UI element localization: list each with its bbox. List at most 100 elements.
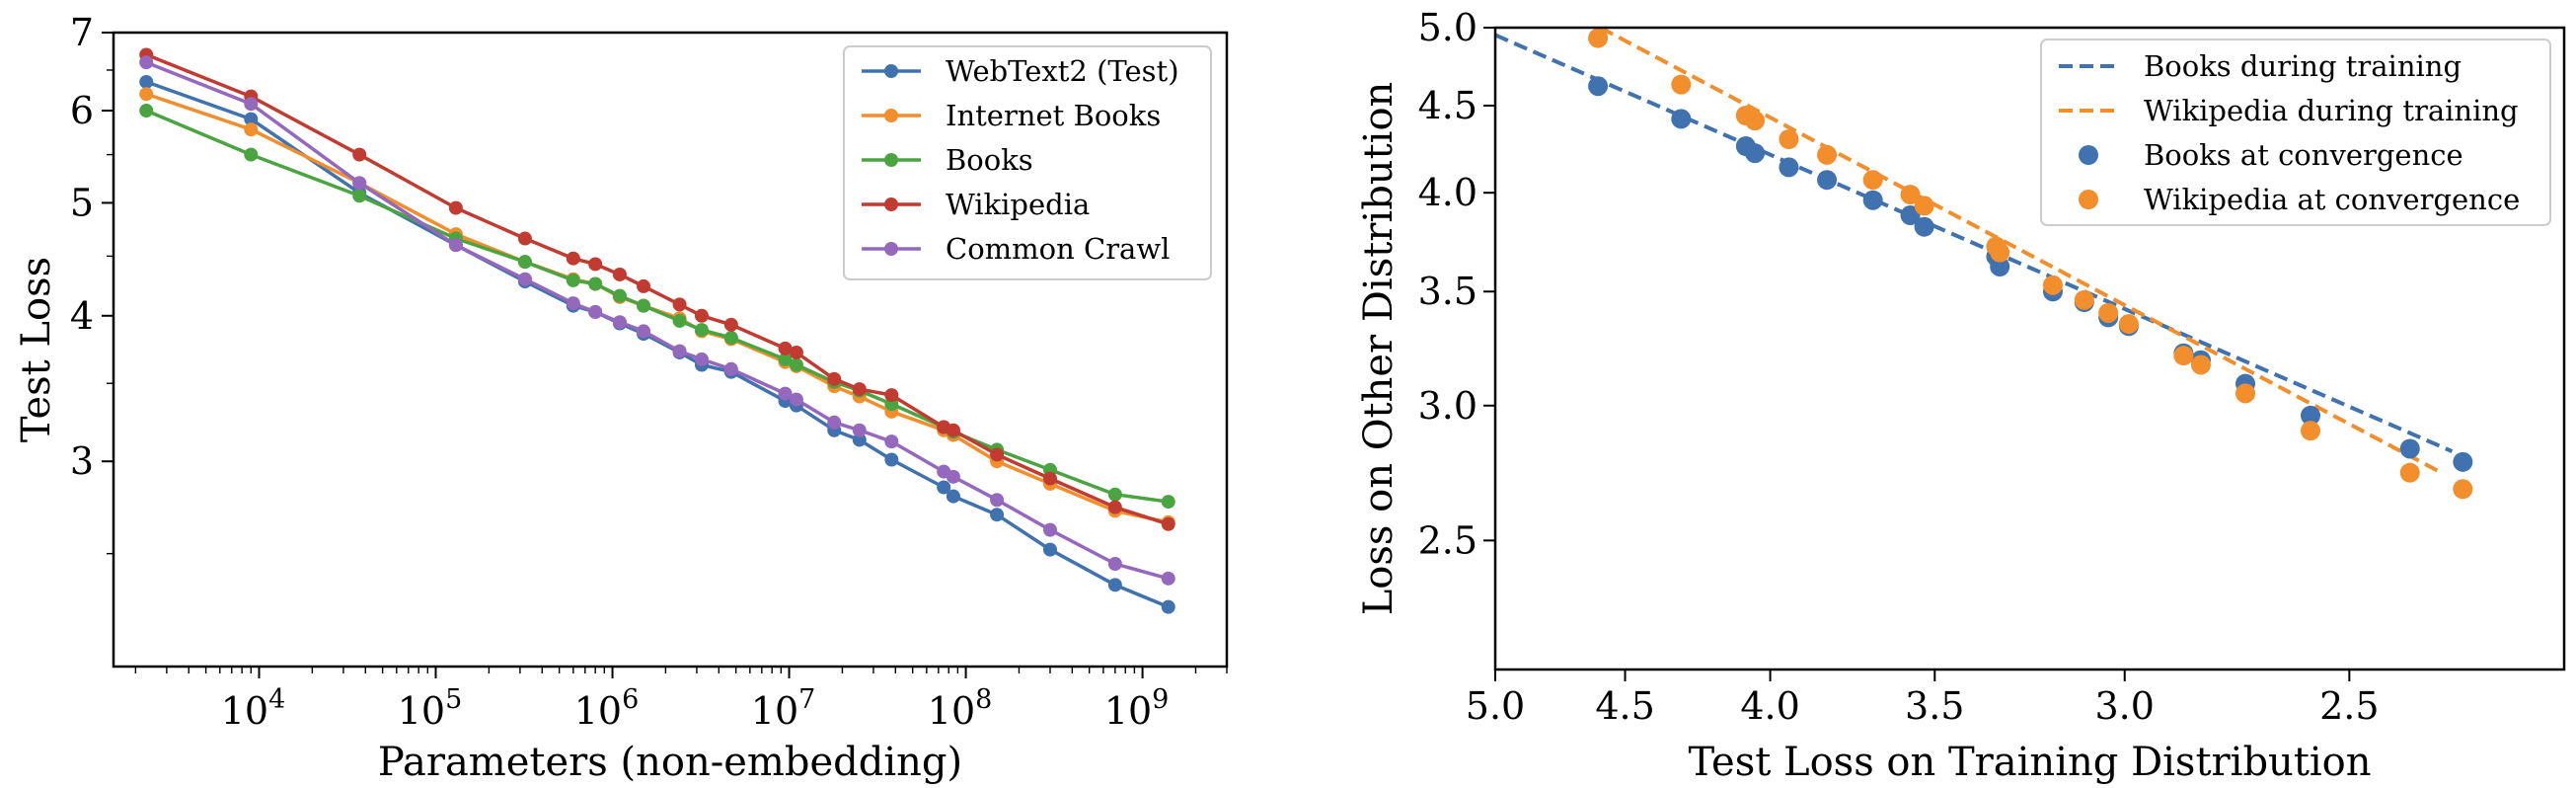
data-point	[566, 273, 580, 287]
data-point	[884, 452, 899, 467]
legend-swatch-marker	[884, 197, 898, 211]
data-point	[139, 55, 154, 70]
data-point	[588, 276, 603, 291]
legend: Books during training Wikipedia during tr…	[2040, 39, 2551, 226]
data-point	[637, 278, 651, 293]
plot-area	[1495, 28, 2473, 500]
legend-swatch-marker	[884, 153, 898, 167]
data-point	[789, 345, 803, 359]
data-point	[139, 74, 154, 89]
y-tick-label: 2.5	[1418, 518, 1477, 562]
scatter-point	[2118, 314, 2139, 335]
legend-swatch-marker	[884, 64, 898, 78]
data-point	[884, 434, 899, 449]
data-point	[778, 386, 793, 401]
y-tick-label: 4.5	[1418, 84, 1477, 127]
x-tick-label: 106	[574, 684, 640, 733]
data-point	[990, 508, 1005, 522]
data-point	[946, 423, 960, 437]
data-point	[637, 298, 651, 313]
data-point	[612, 315, 627, 330]
x-tick-label: 108	[928, 684, 993, 733]
scatter-point	[2235, 383, 2256, 404]
data-point	[244, 97, 259, 112]
scatter-point	[2453, 451, 2473, 472]
legend-swatch-marker	[2079, 190, 2098, 209]
data-point	[672, 344, 687, 358]
scatter-point	[1671, 109, 1692, 129]
scatter-point	[1862, 170, 1883, 191]
data-point	[1042, 471, 1057, 486]
scatter-point	[1900, 205, 1921, 226]
data-point	[244, 147, 259, 162]
y-tick-label: 7	[70, 11, 94, 54]
data-point	[990, 447, 1005, 462]
data-point	[244, 122, 259, 137]
data-point	[352, 147, 367, 162]
legend-label: Books at convergence	[2144, 138, 2463, 172]
scatter-point	[2173, 346, 2194, 366]
data-point	[244, 112, 259, 126]
data-point	[566, 296, 580, 311]
data-point	[566, 251, 580, 266]
data-point	[1161, 516, 1175, 531]
scatter-point	[2301, 421, 2321, 441]
data-point	[723, 361, 738, 376]
y-tick-label: 3	[70, 439, 94, 483]
scatter-point	[1862, 190, 1883, 210]
x-tick-label: 109	[1104, 684, 1170, 733]
legend-label: Wikipedia during training	[2144, 94, 2519, 127]
data-point	[352, 176, 367, 191]
data-point	[517, 272, 532, 286]
legend-swatch-marker	[884, 242, 898, 256]
data-point	[778, 352, 793, 366]
data-point	[448, 200, 463, 215]
data-point	[672, 313, 687, 328]
x-axis-title: Test Loss on Training Distribution	[1688, 740, 2371, 785]
data-point	[694, 308, 709, 323]
data-point	[1107, 487, 1122, 502]
x-tick-label: 3.5	[1905, 684, 1964, 728]
scatter-point	[2453, 479, 2473, 500]
x-tick-exponent: 7	[798, 684, 815, 715]
x-tick-exponent: 4	[268, 684, 285, 715]
legend-label: Wikipedia	[946, 188, 1090, 221]
data-point	[612, 267, 627, 281]
x-tick-base: 10	[928, 689, 975, 733]
data-point	[884, 388, 899, 403]
trend-line-0	[1495, 33, 2454, 453]
data-point	[1107, 556, 1122, 571]
plot-frame	[112, 31, 1229, 669]
legend-label: Wikipedia at convergence	[2144, 183, 2520, 216]
legend-frame	[2040, 39, 2551, 226]
x-tick-base: 10	[221, 689, 268, 733]
x-tick-exponent: 9	[1152, 684, 1169, 715]
scatter-point	[2042, 275, 2063, 295]
data-point	[789, 392, 803, 407]
x-tick-label: 3.0	[2095, 684, 2155, 728]
data-point	[694, 323, 709, 338]
y-tick-label: 3.0	[1418, 384, 1477, 428]
scatter-point	[1817, 170, 1838, 191]
data-point	[946, 489, 960, 504]
scatter-point	[1817, 144, 1838, 165]
y-tick-label: 4	[70, 294, 94, 338]
data-point	[723, 331, 738, 346]
scatter-point	[2399, 462, 2420, 483]
legend-label: WebText2 (Test)	[946, 54, 1179, 88]
x-tick-base: 10	[398, 689, 445, 733]
scatter-point	[2098, 302, 2119, 323]
data-point	[852, 423, 867, 437]
data-point	[448, 238, 463, 253]
scatter-point	[2074, 289, 2094, 310]
x-tick-label: 107	[751, 684, 816, 733]
data-point	[612, 288, 627, 303]
data-point	[352, 189, 367, 203]
y-tick-label: 5	[70, 181, 94, 224]
data-point	[723, 317, 738, 332]
data-point	[139, 87, 154, 102]
data-point	[946, 469, 960, 484]
x-tick-base: 10	[574, 689, 622, 733]
y-tick-label: 6	[70, 89, 94, 132]
data-point	[1107, 578, 1122, 592]
